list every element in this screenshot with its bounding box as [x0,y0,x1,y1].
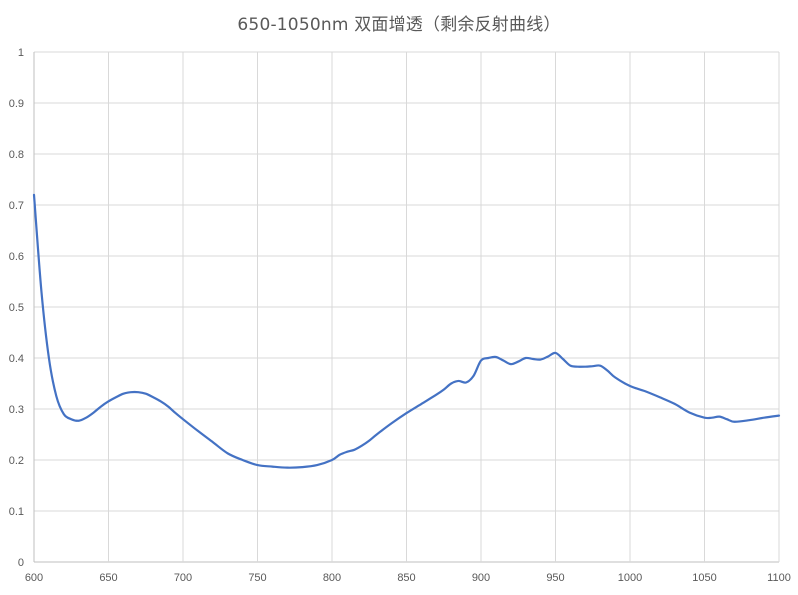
x-tick-label: 750 [248,572,266,584]
y-tick-label: 0.4 [9,353,24,365]
y-tick-label: 0.3 [9,404,24,416]
x-tick-label: 800 [323,572,341,584]
y-tick-label: 0.1 [9,506,24,518]
x-tick-label: 1000 [618,572,642,584]
x-tick-label: 900 [472,572,490,584]
x-tick-label: 950 [546,572,564,584]
x-tick-label: 700 [174,572,192,584]
x-tick-label: 1100 [767,572,791,584]
x-tick-label: 850 [397,572,415,584]
y-tick-label: 0 [18,557,24,569]
y-tick-label: 0.8 [9,149,24,161]
chart-title: 650-1050nm 双面增透（剩余反射曲线） [237,15,561,35]
y-tick-label: 0.6 [9,251,24,263]
reflectance-curve-line [32,193,781,469]
x-tick-label: 1050 [692,572,716,584]
x-tick-label: 600 [25,572,43,584]
y-tick-label: 1 [18,47,24,59]
x-tick-label: 650 [99,572,117,584]
y-tick-label: 0.7 [9,200,24,212]
y-tick-label: 0.5 [9,302,24,314]
y-tick-label: 0.9 [9,98,24,110]
y-tick-label: 0.2 [9,455,24,467]
